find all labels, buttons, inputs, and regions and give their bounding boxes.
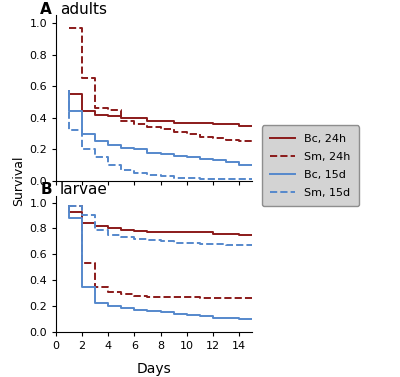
- Text: larvae: larvae: [60, 182, 108, 198]
- Text: adults: adults: [60, 2, 107, 17]
- Legend: Bc, 24h, Sm, 24h, Bc, 15d, Sm, 15d: Bc, 24h, Sm, 24h, Bc, 15d, Sm, 15d: [262, 125, 359, 207]
- Text: Survival: Survival: [12, 156, 25, 206]
- Text: B: B: [40, 182, 52, 198]
- Text: Days: Days: [137, 362, 171, 376]
- Text: A: A: [40, 2, 52, 17]
